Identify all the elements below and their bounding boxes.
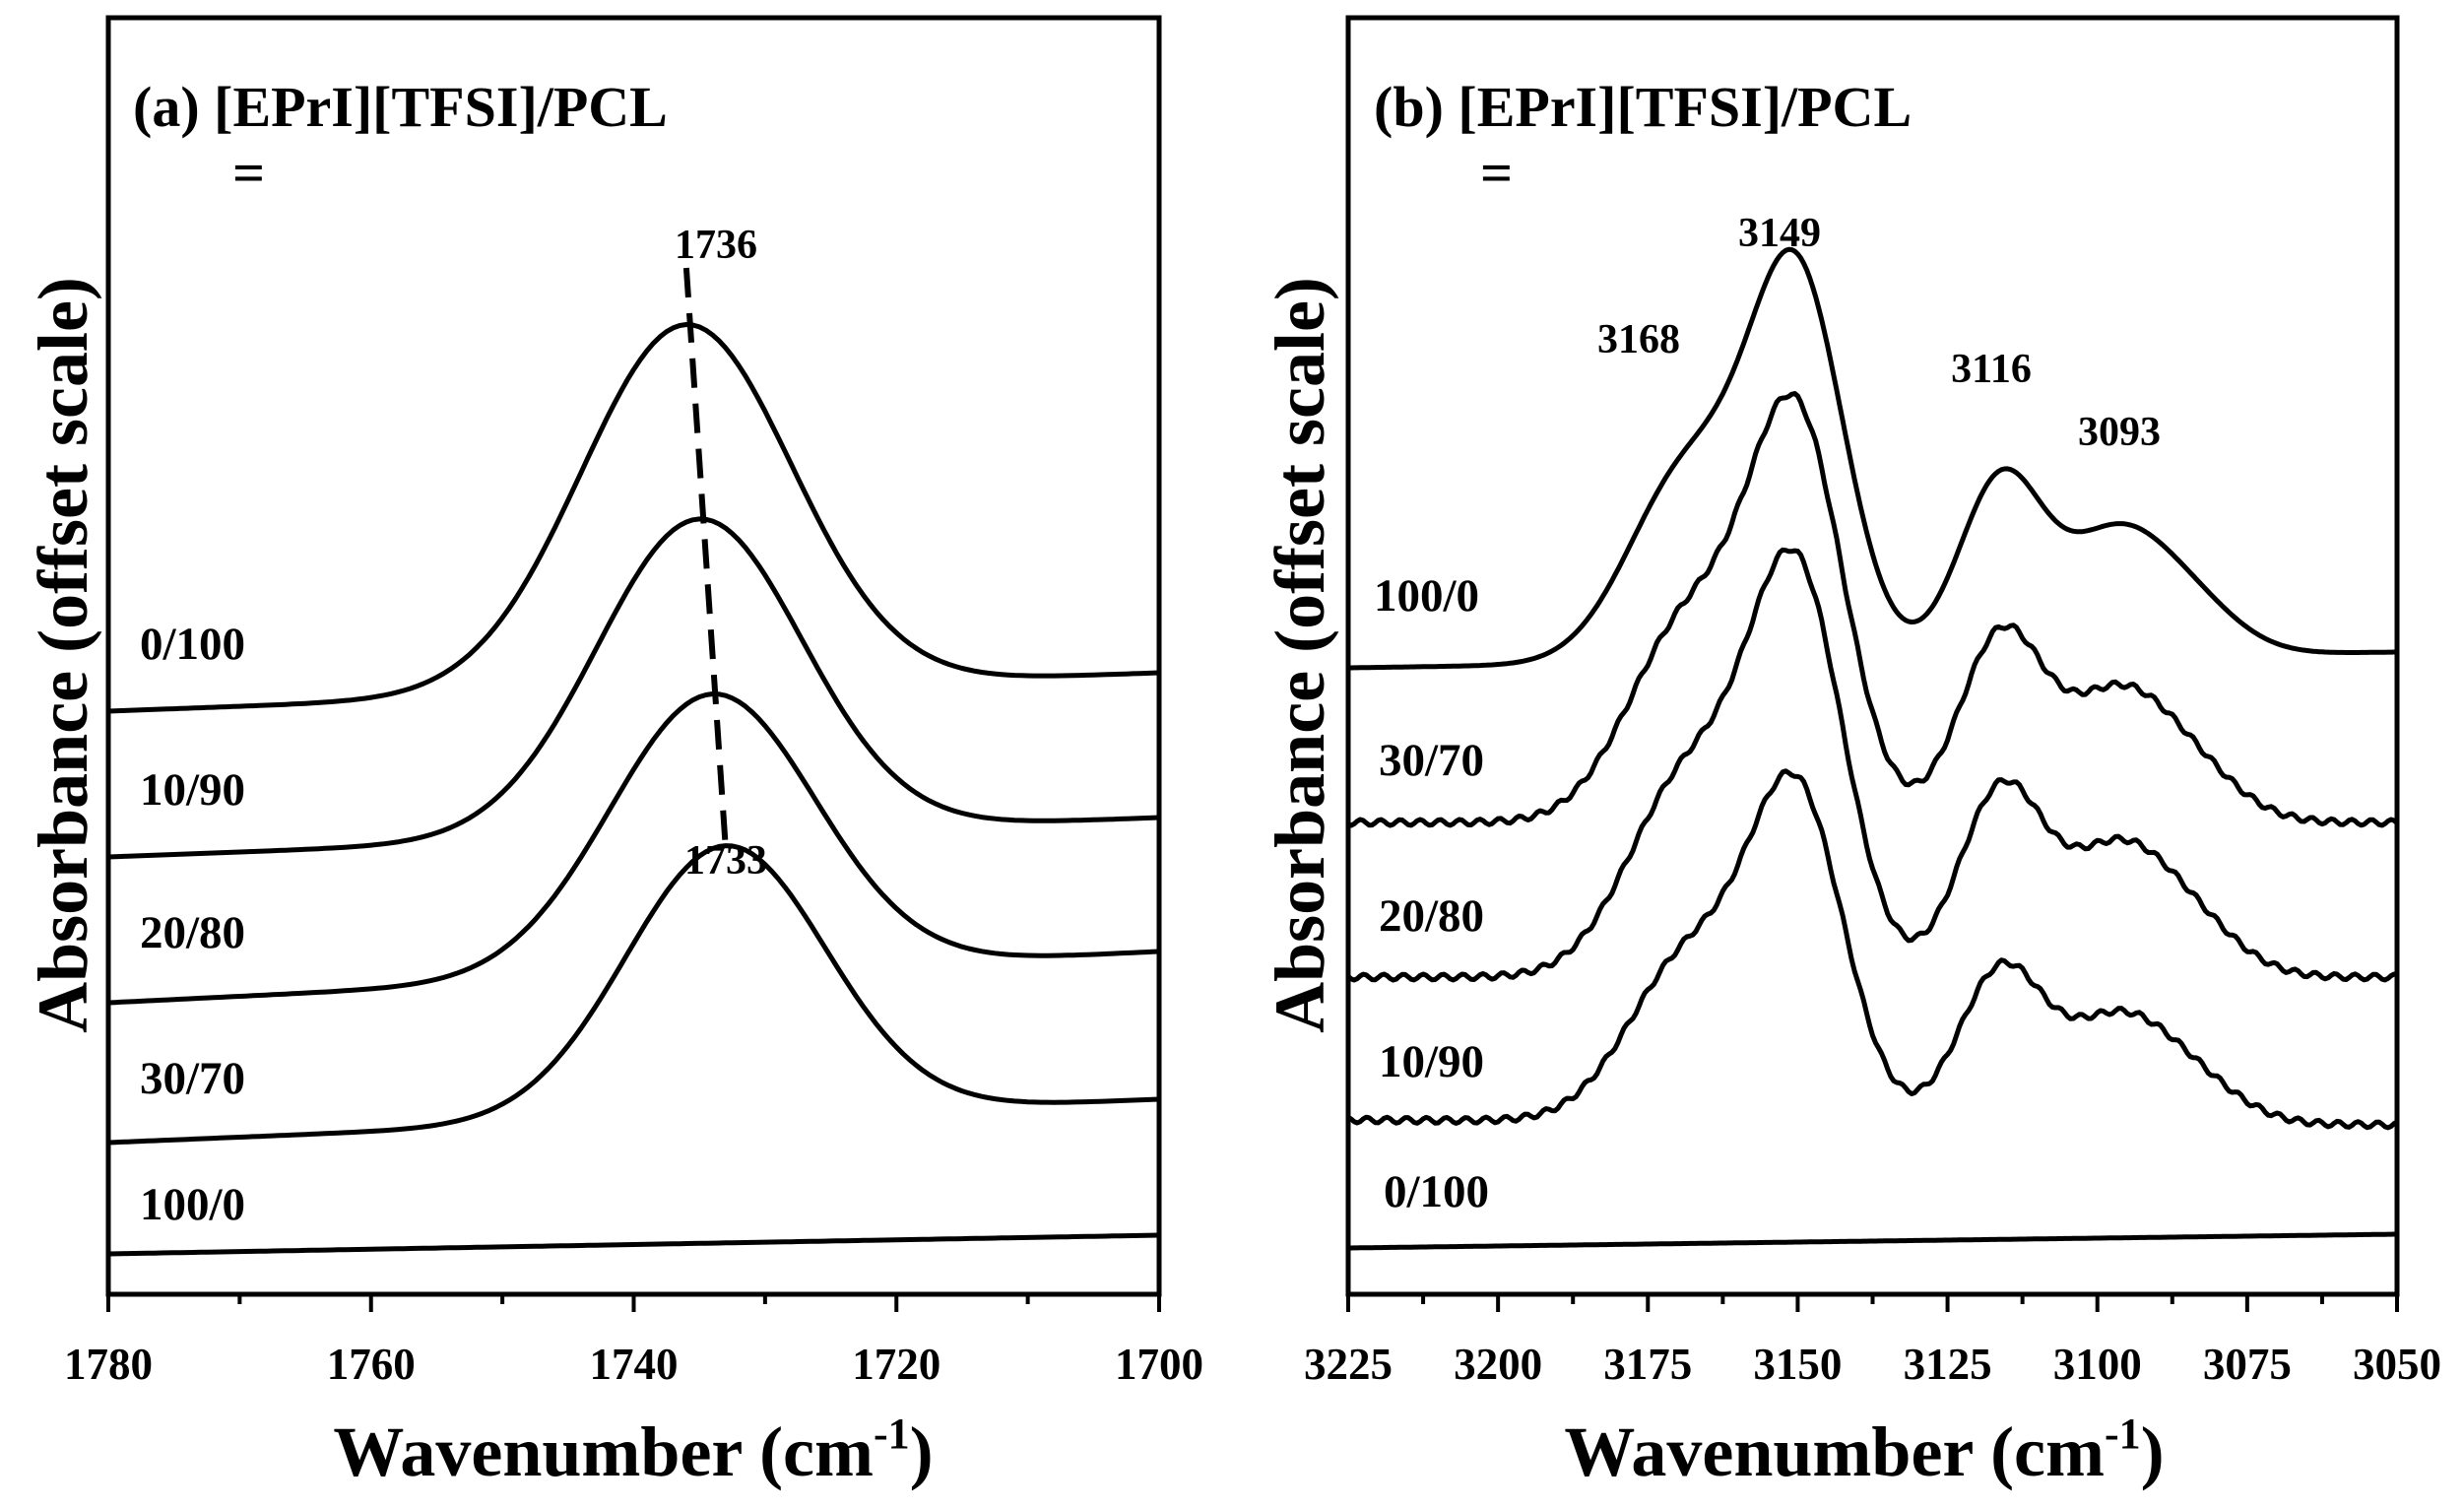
panel-a-title-suffix: = [232, 141, 265, 205]
spectrum-b-20-80 [1345, 547, 2400, 983]
series-label-20-80: 20/80 [140, 907, 245, 958]
tick-label-b-3100: 3100 [2053, 1340, 2142, 1389]
panel-b-x-axis-title-sup: -1 [2105, 1410, 2141, 1458]
tick-label-a-1720: 1720 [852, 1340, 940, 1389]
spectrum-b-10-90 [1345, 768, 2400, 1131]
panel-a-title: (a) [EPrI][TFSI]/PCL [133, 75, 668, 139]
series-label-b-30-70: 30/70 [1379, 735, 1484, 786]
spectrum-a-0-100 [105, 322, 1162, 714]
panel-a-x-axis-title-close: ) [910, 1412, 934, 1491]
tick-label-b-3050: 3050 [2353, 1340, 2441, 1389]
peak-label-3168: 3168 [1597, 317, 1680, 362]
peak-label-3093: 3093 [2078, 410, 2161, 455]
panel-a-peak-shift-guide [682, 267, 729, 850]
series-label-b-100-0: 100/0 [1374, 570, 1479, 622]
spectrum-a-10-90 [105, 516, 1162, 860]
tick-label-b-3200: 3200 [1454, 1340, 1542, 1389]
panel-b-title-suffix: = [1480, 141, 1513, 205]
spectrum-a-30-70 [105, 843, 1162, 1146]
peak-label-1733: 1733 [684, 838, 767, 884]
panel-b-x-ticks: 3225 3200 3175 3150 3125 3100 3075 3050 [1304, 1294, 2441, 1389]
panel-a-x-axis-title-main: Wavenumber (cm [333, 1412, 874, 1491]
peak-label-3116: 3116 [1951, 347, 2032, 392]
series-label-30-70: 30/70 [140, 1053, 245, 1104]
panel-b-spectra [1345, 246, 2400, 1251]
series-label-100-0: 100/0 [140, 1179, 245, 1230]
panel-b: 3225 3200 3175 3150 3125 3100 3075 3050 (b) [EP… [1261, 15, 2441, 1491]
series-label-0-100: 0/100 [140, 619, 245, 670]
tick-label-a-1740: 1740 [590, 1340, 679, 1389]
tick-label-a-1780: 1780 [64, 1340, 153, 1389]
panel-a-x-ticks: 1780 1760 1740 1720 1700 [64, 1294, 1203, 1389]
panel-a-x-axis-title: Wavenumber (cm-1) [333, 1410, 933, 1491]
series-label-10-90: 10/90 [140, 764, 245, 816]
panel-a-y-axis-title: Absorbance (offset scale) [24, 277, 102, 1033]
peak-label-1736: 1736 [675, 223, 757, 268]
series-label-b-10-90: 10/90 [1379, 1036, 1484, 1087]
panel-a-spectra [105, 322, 1162, 1257]
spectrum-b-100-0 [1345, 246, 2400, 671]
spectrum-a-100-0 [105, 1232, 1162, 1257]
tick-label-b-3075: 3075 [2203, 1340, 2292, 1389]
panel-b-x-axis-title-close: ) [2141, 1412, 2165, 1491]
panel-b-y-axis-title: Absorbance (offset scale) [1261, 277, 1339, 1033]
tick-label-b-3225: 3225 [1304, 1340, 1393, 1389]
series-label-b-0-100: 0/100 [1384, 1166, 1489, 1217]
panel-b-x-axis-title-main: Wavenumber (cm [1564, 1412, 2105, 1491]
tick-label-a-1700: 1700 [1115, 1340, 1203, 1389]
spectrum-b-30-70 [1345, 391, 2400, 828]
panel-a: 1780 1760 1740 1720 1700 (a) [EPrI][TFSI]/PC… [24, 15, 1203, 1491]
series-label-b-20-80: 20/80 [1379, 890, 1484, 942]
tick-label-b-3125: 3125 [1904, 1340, 1992, 1389]
panel-b-frame [1345, 15, 2400, 1297]
peak-label-3149: 3149 [1738, 211, 1821, 256]
tick-label-b-3150: 3150 [1753, 1340, 1842, 1389]
panel-a-frame [105, 15, 1162, 1297]
panel-a-x-axis-title-sup: -1 [874, 1410, 910, 1458]
spectrum-a-20-80 [105, 691, 1162, 1006]
panel-b-x-axis-title: Wavenumber (cm-1) [1564, 1410, 2164, 1491]
spectrum-b-0-100 [1345, 1231, 2400, 1251]
tick-label-a-1760: 1760 [327, 1340, 416, 1389]
panel-b-title: (b) [EPrI][TFSI]/PCL [1374, 75, 1912, 139]
tick-label-b-3175: 3175 [1603, 1340, 1692, 1389]
